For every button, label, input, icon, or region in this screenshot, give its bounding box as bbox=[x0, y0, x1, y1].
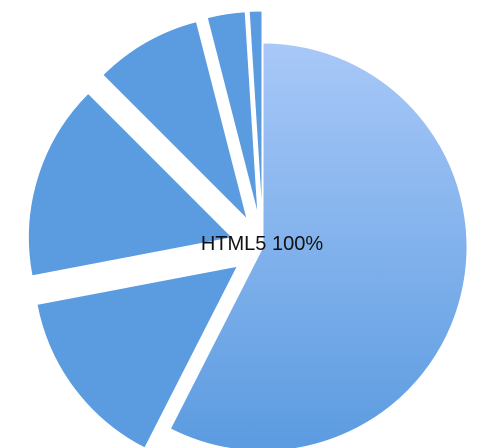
pie-slice-1 bbox=[169, 42, 468, 448]
pie-slice-2 bbox=[36, 265, 239, 448]
center-label: HTML5 100% bbox=[201, 233, 323, 255]
pie-slice-5 bbox=[206, 11, 259, 216]
pie-slice-6 bbox=[248, 10, 263, 216]
pie-slice-3 bbox=[27, 92, 234, 277]
pie-slice-4 bbox=[102, 21, 249, 221]
